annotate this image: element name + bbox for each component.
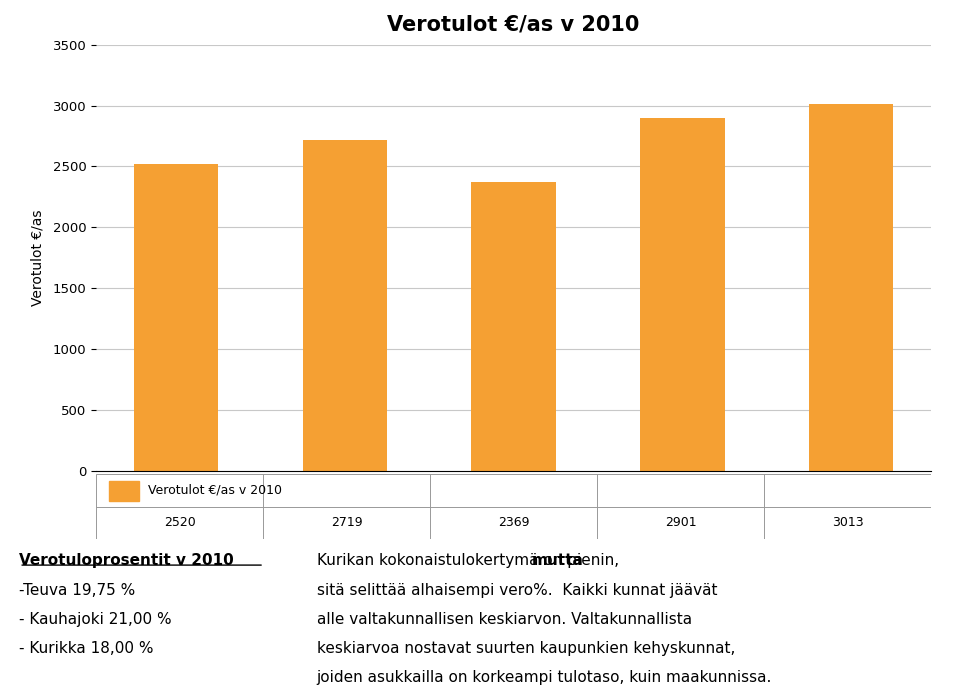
Bar — [471, 182, 556, 471]
Bar — [640, 117, 725, 471]
Bar — [809, 104, 893, 471]
Y-axis label: Verotulot €/as: Verotulot €/as — [30, 210, 44, 306]
Bar — [109, 481, 139, 502]
Text: - Kauhajoki 21,00 %: - Kauhajoki 21,00 % — [19, 612, 172, 627]
Title: Verotulot €/as v 2010: Verotulot €/as v 2010 — [388, 14, 639, 35]
Text: Verotuloprosentit v 2010: Verotuloprosentit v 2010 — [19, 553, 234, 568]
Text: sitä selittää alhaisempi vero%.  Kaikki kunnat jäävät: sitä selittää alhaisempi vero%. Kaikki k… — [317, 583, 717, 598]
Bar — [134, 164, 218, 471]
Text: 2901: 2901 — [665, 517, 696, 530]
Text: - Kurikka 18,00 %: - Kurikka 18,00 % — [19, 641, 154, 656]
Text: 2719: 2719 — [331, 517, 362, 530]
Text: joiden asukkailla on korkeampi tulotaso, kuin maakunnissa.: joiden asukkailla on korkeampi tulotaso,… — [317, 670, 772, 685]
Text: mutta: mutta — [532, 553, 584, 568]
Text: alle valtakunnallisen keskiarvon. Valtakunnallista: alle valtakunnallisen keskiarvon. Valtak… — [317, 612, 692, 627]
Text: 3013: 3013 — [832, 517, 863, 530]
Text: Verotulot €/as v 2010: Verotulot €/as v 2010 — [148, 484, 282, 497]
Text: -Teuva 19,75 %: -Teuva 19,75 % — [19, 583, 135, 598]
Text: Kurikan kokonaistulokertymä on pienin,: Kurikan kokonaistulokertymä on pienin, — [317, 553, 624, 568]
Text: 2520: 2520 — [163, 517, 196, 530]
Text: keskiarvoa nostavat suurten kaupunkien kehyskunnat,: keskiarvoa nostavat suurten kaupunkien k… — [317, 641, 735, 656]
Bar — [302, 139, 387, 471]
Text: 2369: 2369 — [498, 517, 529, 530]
